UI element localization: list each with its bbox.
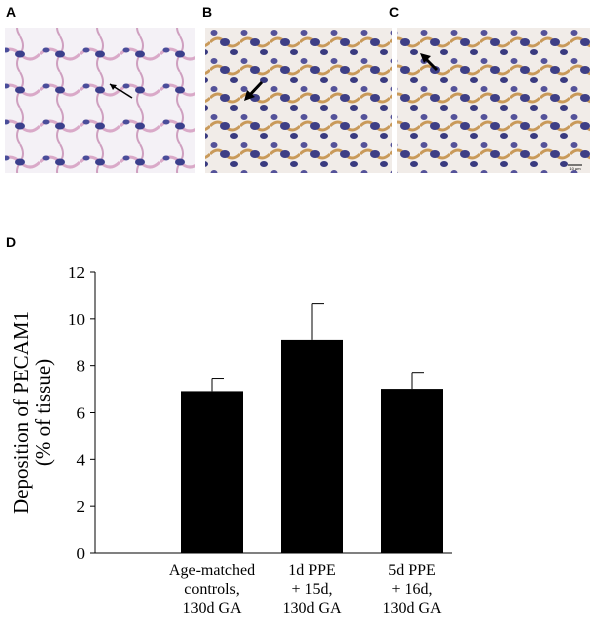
y-tick-label: 10 bbox=[68, 310, 85, 329]
y-tick-label: 6 bbox=[77, 404, 86, 423]
micrograph-a bbox=[5, 28, 195, 173]
error-bar bbox=[311, 303, 324, 340]
bar bbox=[381, 389, 443, 553]
y-axis-label: Deposition of PECAM1(% of tissue) bbox=[9, 311, 55, 514]
panel-label: A bbox=[6, 4, 16, 20]
micrograph-b bbox=[205, 28, 392, 173]
x-tick-label: Age-matched controls, 130d GA bbox=[169, 562, 255, 617]
y-tick-label: 2 bbox=[77, 497, 86, 516]
x-tick-label: 1d PPE + 15d, 130d GA bbox=[282, 562, 342, 617]
panel-label: B bbox=[202, 4, 212, 20]
bar bbox=[181, 391, 243, 553]
error-bar bbox=[211, 378, 224, 392]
micrograph-c: 10 μm bbox=[397, 28, 590, 173]
y-tick-label: 0 bbox=[77, 544, 86, 563]
y-tick-label: 8 bbox=[77, 357, 86, 376]
y-tick-label: 4 bbox=[77, 450, 86, 469]
bar bbox=[281, 339, 343, 553]
y-tick-label: 12 bbox=[68, 263, 85, 282]
panel-label: C bbox=[389, 4, 399, 20]
x-tick-label: 5d PPE + 16d, 130d GA bbox=[382, 562, 442, 617]
panel-label: D bbox=[6, 234, 16, 250]
error-bar bbox=[411, 372, 424, 390]
scale-bar-label: 10 μm bbox=[569, 166, 581, 171]
